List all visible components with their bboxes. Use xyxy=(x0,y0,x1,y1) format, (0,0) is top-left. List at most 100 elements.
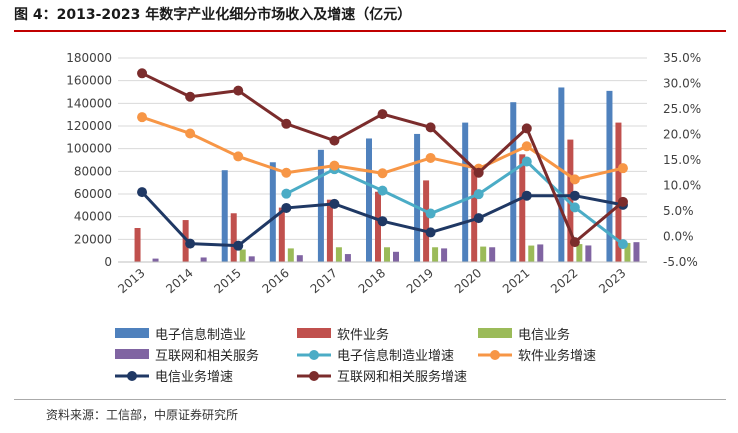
bar xyxy=(393,251,399,262)
source-note: 资料来源：工信部，中原证券研究所 xyxy=(46,408,239,422)
x-tick-label: 2020 xyxy=(452,266,484,296)
bar xyxy=(528,245,535,262)
left-tick-label: 140000 xyxy=(66,96,112,110)
bar xyxy=(366,138,372,262)
right-tick-label: 30.0% xyxy=(663,77,701,91)
legend-marker xyxy=(309,350,319,360)
series-point xyxy=(569,202,580,213)
bar xyxy=(480,246,487,262)
bar xyxy=(296,255,303,262)
series-point xyxy=(377,216,388,227)
x-tick-label: 2013 xyxy=(115,266,147,296)
bar xyxy=(239,249,246,262)
series-point xyxy=(377,185,388,196)
right-tick-label: 20.0% xyxy=(663,128,701,142)
series-point xyxy=(569,190,580,201)
legend-label: 软件业务增速 xyxy=(518,348,596,364)
series-point xyxy=(329,160,340,171)
bar xyxy=(441,248,448,262)
series-point xyxy=(521,123,532,134)
bar xyxy=(432,247,439,262)
legend-marker xyxy=(490,350,500,360)
bar xyxy=(182,220,189,262)
left-tick-label: 80000 xyxy=(74,164,112,178)
bar xyxy=(414,133,421,262)
series-point xyxy=(569,237,580,248)
x-tick-label: 2018 xyxy=(356,266,388,296)
bar xyxy=(221,170,228,262)
series-point xyxy=(377,168,388,179)
left-tick-label: 120000 xyxy=(66,119,112,133)
x-tick-label: 2015 xyxy=(211,266,243,296)
series-point xyxy=(281,188,292,199)
legend-label: 软件业务 xyxy=(337,327,389,343)
bar xyxy=(615,122,622,262)
legend-swatch xyxy=(297,328,331,338)
bar xyxy=(269,162,276,262)
series-point xyxy=(425,152,436,163)
bar xyxy=(344,254,351,262)
x-tick-label: 2017 xyxy=(308,266,340,296)
figure-title: 图 4：2013-2023 年数字产业化细分市场收入及增速（亿元） xyxy=(14,6,726,32)
series-point xyxy=(233,240,244,251)
legend-label: 互联网和相关服务增速 xyxy=(337,369,467,385)
bar xyxy=(576,244,583,262)
series-point xyxy=(617,196,628,207)
series-point xyxy=(329,198,340,209)
bar xyxy=(375,191,381,262)
bar xyxy=(471,169,478,262)
legend-label: 电信业务 xyxy=(518,327,570,343)
series-point xyxy=(185,128,196,139)
bar xyxy=(384,247,390,262)
left-tick-label: 40000 xyxy=(74,210,112,224)
series-point xyxy=(137,187,148,198)
bar xyxy=(287,248,294,262)
bar xyxy=(510,102,517,262)
series-point xyxy=(281,167,292,178)
x-tick-label: 2016 xyxy=(260,266,292,296)
series-point xyxy=(425,122,436,133)
bar xyxy=(134,228,141,262)
bar xyxy=(606,90,613,262)
series-point xyxy=(521,156,532,167)
series-point xyxy=(185,91,196,102)
series-point xyxy=(281,202,292,213)
bar xyxy=(423,180,430,262)
bar xyxy=(633,242,640,262)
series-point xyxy=(329,135,340,146)
series-point xyxy=(281,118,292,129)
bar xyxy=(278,207,285,262)
bar xyxy=(462,122,469,262)
legend-label: 互联网和相关服务 xyxy=(155,348,259,364)
legend-swatch xyxy=(115,349,149,359)
series-point xyxy=(569,174,580,185)
legend-label: 电子信息制造业增速 xyxy=(337,348,454,364)
left-tick-label: 100000 xyxy=(66,142,112,156)
legend-label: 电信业务增速 xyxy=(155,369,233,385)
legend-swatch xyxy=(115,328,149,338)
series-point xyxy=(521,141,532,152)
legend-marker xyxy=(127,371,137,381)
series-line xyxy=(285,160,624,246)
source-divider xyxy=(14,399,726,400)
bar xyxy=(326,199,333,262)
bar xyxy=(200,257,207,262)
right-tick-label: 0.0% xyxy=(663,230,694,244)
left-tick-label: 20000 xyxy=(74,232,112,246)
left-tick-label: 160000 xyxy=(66,74,112,88)
series-point xyxy=(473,167,484,178)
bar-layer xyxy=(134,87,640,262)
series-point xyxy=(185,238,196,249)
right-tick-label: 15.0% xyxy=(663,153,701,167)
series-point xyxy=(377,109,388,120)
left-tick-label: 60000 xyxy=(74,187,112,201)
x-tick-label: 2022 xyxy=(548,266,580,296)
legend-swatch xyxy=(478,328,512,338)
bar xyxy=(624,242,631,262)
x-tick-label: 2023 xyxy=(596,266,628,296)
right-tick-label: 35.0% xyxy=(663,51,701,65)
right-tick-label: 10.0% xyxy=(663,179,701,193)
series-point xyxy=(425,208,436,219)
